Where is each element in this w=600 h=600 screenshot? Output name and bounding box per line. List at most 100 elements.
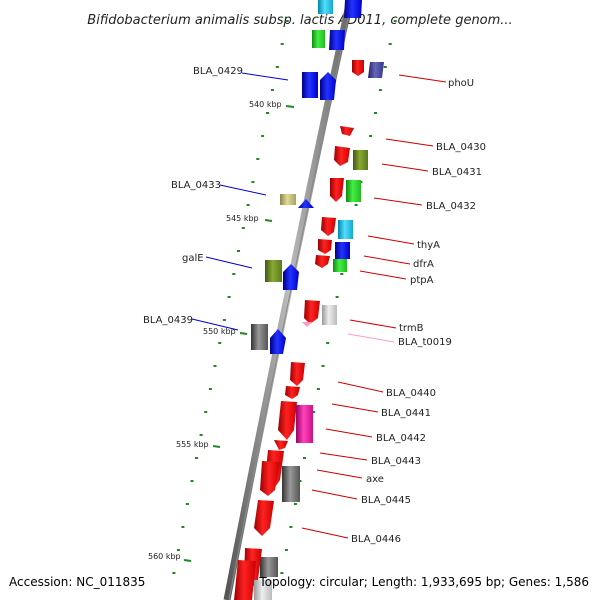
leader-bla0432 <box>373 197 423 206</box>
gene-label-bla0441[interactable]: BLA_0441 <box>381 408 431 419</box>
tick-dot <box>374 112 377 114</box>
scale-label-545: 545 kbp <box>226 214 259 223</box>
gene-glyph-blue-2[interactable] <box>335 242 350 259</box>
gene-glyph-red-bottom-2[interactable] <box>234 560 256 600</box>
tick-dot <box>199 434 203 436</box>
leader-bla0445 <box>311 489 358 500</box>
gene-glyph-bla-t0019[interactable] <box>302 322 312 327</box>
scale-tick-555 <box>212 445 221 448</box>
gene-glyph-bla0445[interactable] <box>260 461 280 496</box>
tick-dot <box>185 503 189 505</box>
gene-glyph-gray-2[interactable] <box>282 466 300 502</box>
map-title: Bifidobacterium animalis subsp. lactis A… <box>87 13 512 28</box>
gene-label-axe[interactable]: axe <box>366 474 384 485</box>
scale-label-550: 550 kbp <box>203 327 236 336</box>
accession-text: Accession: NC_011835 <box>9 575 145 589</box>
leader-bla0429 <box>241 72 289 81</box>
tick-dot <box>285 20 289 22</box>
tick-dot <box>340 273 344 275</box>
gene-label-bla0443[interactable]: BLA_0443 <box>371 456 421 467</box>
gene-label-ptpa[interactable]: ptpA <box>410 275 434 286</box>
gene-glyph-green-2[interactable] <box>333 259 347 272</box>
gene-label-dfra[interactable]: dfrA <box>413 259 434 270</box>
gene-label-bla0440[interactable]: BLA_0440 <box>386 388 436 399</box>
gene-label-thya[interactable]: thyA <box>417 240 440 251</box>
gene-label-bla0442[interactable]: BLA_0442 <box>376 433 426 444</box>
gene-glyph-bla0443[interactable] <box>274 440 288 450</box>
gene-label-phou[interactable]: phoU <box>448 78 474 89</box>
gene-glyph-trmb[interactable] <box>304 300 320 324</box>
tick-dot <box>181 526 185 528</box>
gene-glyph-blue-arrow-3[interactable] <box>283 264 299 290</box>
gene-label-bla0430[interactable]: BLA_0430 <box>436 142 486 153</box>
gene-glyph-olive-1[interactable] <box>353 150 368 170</box>
gene-glyph-bla0429[interactable] <box>302 72 318 98</box>
genome-summary-text: Topology: circular; Length: 1,933,695 bp… <box>258 575 589 589</box>
tick-dot <box>218 342 222 344</box>
gene-glyph-green-1[interactable] <box>346 180 361 202</box>
gene-glyph-blue-arrow-4[interactable] <box>270 329 286 354</box>
gene-label-bla0432[interactable]: BLA_0432 <box>426 201 476 212</box>
tick-dot <box>280 43 284 45</box>
tick-dot <box>190 480 194 482</box>
leader-phou <box>398 74 447 83</box>
tick-dot <box>227 296 231 298</box>
gene-glyph-gray-3[interactable] <box>260 557 278 577</box>
tick-dot <box>275 66 279 68</box>
gene-label-bla0439[interactable]: BLA_0439 <box>143 315 193 326</box>
gene-glyph-navy[interactable] <box>368 62 384 78</box>
tick-dot <box>256 158 260 160</box>
gene-label-trmb[interactable]: trmB <box>399 323 424 334</box>
gene-glyph-top-blue[interactable] <box>329 30 345 50</box>
leader-bla-t0019 <box>347 333 395 343</box>
gene-glyph-gale[interactable] <box>265 260 282 282</box>
leader-bla0442 <box>325 428 373 438</box>
gene-glyph-blue-arrow-1[interactable] <box>320 72 336 100</box>
tick-dot <box>316 388 320 390</box>
gene-glyph-dfra[interactable] <box>318 239 332 254</box>
scale-tick-545 <box>264 219 273 222</box>
gene-glyph-magenta[interactable] <box>296 405 313 443</box>
scale-tick-540 <box>285 105 295 108</box>
gene-glyph-blue-arrow-2[interactable] <box>298 199 314 208</box>
gene-glyph-ptpa[interactable] <box>315 255 330 268</box>
gene-glyph-bla0440[interactable] <box>290 362 305 386</box>
leader-bla0446 <box>301 527 349 539</box>
tick-dot <box>266 112 269 114</box>
gene-labels: BLA_0429 phoU BLA_0430 BLA_0431 BLA_0433… <box>143 66 486 545</box>
gene-label-bla0446[interactable]: BLA_0446 <box>351 534 401 545</box>
gene-glyph-bla0432[interactable] <box>330 178 344 202</box>
gene-glyph-lightgray-bottom[interactable] <box>254 580 272 600</box>
tick-dot <box>241 227 245 229</box>
gene-label-bla-t0019[interactable]: BLA_t0019 <box>398 337 452 348</box>
leader-gale <box>205 256 253 269</box>
tick-dot <box>335 296 339 298</box>
tick-dot <box>172 572 176 574</box>
gene-glyph-bla0430[interactable] <box>340 126 354 136</box>
scale-tick-560 <box>183 559 192 562</box>
gene-glyph-top-cyan[interactable] <box>318 0 333 14</box>
gene-glyph-lightgray[interactable] <box>322 305 337 325</box>
gene-label-bla0431[interactable]: BLA_0431 <box>432 167 482 178</box>
gene-glyph-top-blue2[interactable] <box>344 0 362 18</box>
gene-glyph-bla0431[interactable] <box>334 146 350 166</box>
gene-label-gale[interactable]: galE <box>182 253 204 264</box>
tick-dot <box>208 388 212 390</box>
gene-glyph-cyan-1[interactable] <box>338 220 353 239</box>
tick-dot <box>237 250 240 252</box>
tick-dot <box>383 66 387 68</box>
leader-bla0443 <box>319 452 368 461</box>
gene-glyph-bla0433[interactable] <box>280 194 296 205</box>
gene-glyph-bla0442[interactable] <box>278 401 297 440</box>
gene-glyph-phou[interactable] <box>352 60 364 76</box>
gene-glyph-thya[interactable] <box>321 217 336 236</box>
gene-glyph-bla0446[interactable] <box>254 500 274 536</box>
gene-glyph-top-green[interactable] <box>312 30 325 48</box>
gene-label-bla0429[interactable]: BLA_0429 <box>193 66 243 77</box>
tick-dot <box>261 135 265 137</box>
gene-label-bla0445[interactable]: BLA_0445 <box>361 495 411 506</box>
gene-label-bla0433[interactable]: BLA_0433 <box>171 180 221 191</box>
gene-glyph-bla0439[interactable] <box>251 324 268 350</box>
gene-glyph-bla0441[interactable] <box>285 386 300 399</box>
